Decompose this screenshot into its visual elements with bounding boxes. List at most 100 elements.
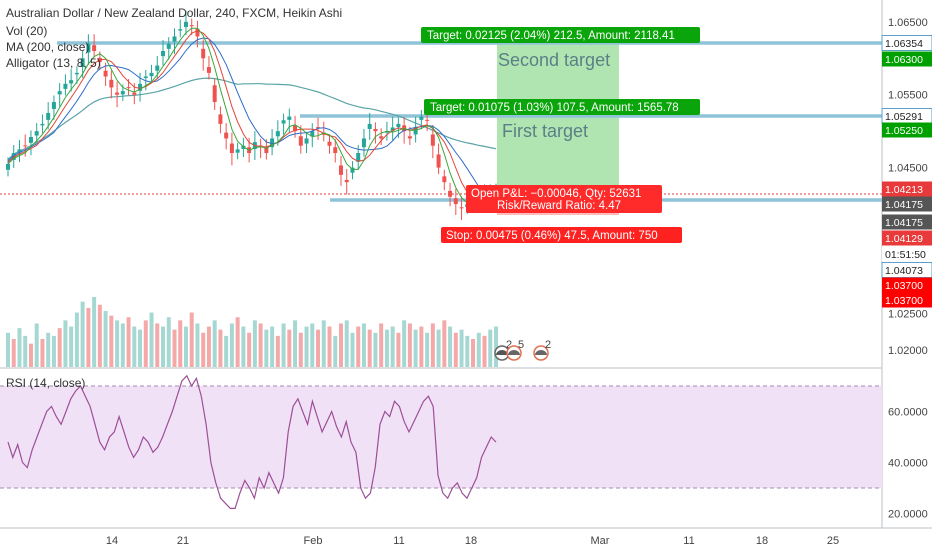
candle[interactable] bbox=[235, 142, 240, 160]
price-tag[interactable]: 1.05250 bbox=[882, 122, 932, 138]
candle[interactable] bbox=[189, 18, 194, 35]
candle[interactable] bbox=[390, 116, 395, 141]
candle[interactable] bbox=[310, 123, 315, 148]
volume-bar bbox=[281, 323, 286, 367]
candle[interactable] bbox=[442, 169, 447, 191]
price-tag[interactable]: 1.03700 bbox=[882, 277, 932, 293]
candle[interactable] bbox=[241, 137, 246, 158]
candle[interactable] bbox=[361, 128, 366, 157]
candle[interactable] bbox=[430, 124, 435, 159]
candle[interactable] bbox=[218, 106, 223, 134]
candle[interactable] bbox=[63, 74, 68, 96]
candle[interactable] bbox=[149, 64, 154, 83]
candle[interactable] bbox=[178, 19, 183, 38]
price-tag[interactable]: 1.04073 bbox=[881, 262, 932, 278]
candle[interactable] bbox=[46, 102, 51, 130]
candle[interactable] bbox=[103, 62, 108, 86]
candle[interactable] bbox=[28, 130, 33, 156]
candle[interactable] bbox=[270, 128, 275, 156]
candle[interactable] bbox=[166, 37, 171, 60]
candle[interactable] bbox=[453, 188, 458, 215]
candle[interactable] bbox=[413, 116, 418, 143]
event-marker[interactable]: 5 bbox=[506, 339, 524, 361]
price-tag[interactable]: 1.06354 bbox=[881, 35, 932, 51]
price-tick-label: 1.06500 bbox=[888, 17, 928, 29]
candle[interactable] bbox=[69, 69, 74, 92]
price-tag[interactable]: 1.06300 bbox=[882, 51, 932, 67]
event-marker[interactable]: 2 bbox=[494, 339, 512, 361]
candle[interactable] bbox=[287, 108, 292, 133]
candle[interactable] bbox=[51, 95, 56, 120]
candle[interactable] bbox=[304, 131, 309, 154]
stop-label[interactable]: Stop: 0.00475 (0.46%) 47.5, Amount: 750 bbox=[441, 227, 682, 243]
rsi-label[interactable]: RSI (14, close) bbox=[6, 376, 86, 390]
price-tag[interactable]: 1.05291 bbox=[881, 108, 932, 124]
price-tag[interactable]: 1.04213 bbox=[882, 181, 932, 197]
svg-text:1.03700: 1.03700 bbox=[885, 280, 923, 292]
candle[interactable] bbox=[17, 139, 22, 163]
candle[interactable] bbox=[57, 83, 62, 107]
candle[interactable] bbox=[448, 182, 453, 207]
candle[interactable] bbox=[436, 143, 441, 175]
indicator-ma[interactable]: MA (200, close) bbox=[6, 40, 90, 54]
candle[interactable] bbox=[333, 139, 338, 163]
price-tag[interactable]: 1.04175 bbox=[882, 214, 932, 230]
candle[interactable] bbox=[183, 10, 188, 35]
candle[interactable] bbox=[258, 138, 263, 159]
profit-zone-target2[interactable] bbox=[497, 43, 619, 195]
svg-text:Open P&L: −0.00046, Qty: 52631: Open P&L: −0.00046, Qty: 52631 bbox=[471, 188, 641, 200]
indicator-vol[interactable]: Vol (20) bbox=[6, 24, 48, 38]
price-tick-label: 1.04500 bbox=[888, 163, 928, 175]
target2-label[interactable]: Target: 0.02125 (2.04%) 212.5, Amount: 2… bbox=[421, 27, 700, 43]
volume-bar bbox=[356, 326, 361, 367]
volume-bar bbox=[482, 335, 487, 367]
candle[interactable] bbox=[459, 196, 464, 221]
candle[interactable] bbox=[379, 128, 384, 146]
indicator-alligator[interactable]: Alligator (13, 8, 5) bbox=[6, 56, 101, 70]
chart-title[interactable]: Australian Dollar / New Zealand Dollar, … bbox=[6, 6, 343, 20]
candle[interactable] bbox=[327, 135, 332, 154]
alligator-teeth-line bbox=[7, 30, 497, 201]
volume-bar bbox=[235, 317, 240, 367]
candle[interactable] bbox=[109, 70, 114, 99]
price-pane[interactable]: 1.065001.060001.055001.050001.045001.040… bbox=[0, 10, 928, 367]
rsi-pane[interactable]: 60.0000 40.0000 20.0000 bbox=[0, 374, 928, 521]
svg-text:01:51:50: 01:51:50 bbox=[885, 249, 926, 261]
price-tag[interactable]: 1.03700 bbox=[882, 292, 932, 308]
candle[interactable] bbox=[212, 78, 217, 111]
candle[interactable] bbox=[115, 81, 120, 108]
candle[interactable] bbox=[264, 139, 269, 160]
candle[interactable] bbox=[86, 34, 91, 65]
candle[interactable] bbox=[373, 122, 378, 144]
candle[interactable] bbox=[350, 161, 355, 180]
price-tag[interactable]: 1.04175 bbox=[882, 196, 932, 212]
target1-label[interactable]: Target: 0.01075 (1.03%) 107.5, Amount: 1… bbox=[424, 99, 700, 115]
candle[interactable] bbox=[161, 40, 166, 66]
candle[interactable] bbox=[229, 132, 234, 166]
candle[interactable] bbox=[224, 123, 229, 150]
candle[interactable] bbox=[34, 123, 39, 143]
open-pl-label[interactable]: Open P&L: −0.00046, Qty: 52631 Risk/Rewa… bbox=[466, 185, 662, 213]
event-markers[interactable]: 2 5 2 bbox=[494, 339, 551, 361]
volume-bar bbox=[373, 332, 378, 367]
candle[interactable] bbox=[206, 56, 211, 80]
volume-bar bbox=[69, 326, 74, 367]
candle[interactable] bbox=[338, 155, 343, 186]
candle[interactable] bbox=[298, 125, 303, 154]
event-marker[interactable]: 2 bbox=[533, 339, 551, 361]
candle[interactable] bbox=[195, 20, 200, 48]
candle[interactable] bbox=[367, 112, 372, 140]
price-tag[interactable]: 1.04129 bbox=[882, 230, 932, 246]
price-tag[interactable]: 01:51:50 bbox=[882, 246, 932, 262]
candle[interactable] bbox=[201, 39, 206, 71]
candle[interactable] bbox=[425, 111, 430, 132]
candle[interactable] bbox=[40, 114, 45, 134]
volume-bar bbox=[384, 329, 389, 367]
candle[interactable] bbox=[92, 34, 97, 58]
candle[interactable] bbox=[74, 66, 79, 84]
candle[interactable] bbox=[281, 113, 286, 135]
time-tick-label: 14 bbox=[106, 535, 118, 547]
volume-bar bbox=[143, 320, 148, 367]
candle[interactable] bbox=[344, 169, 349, 195]
